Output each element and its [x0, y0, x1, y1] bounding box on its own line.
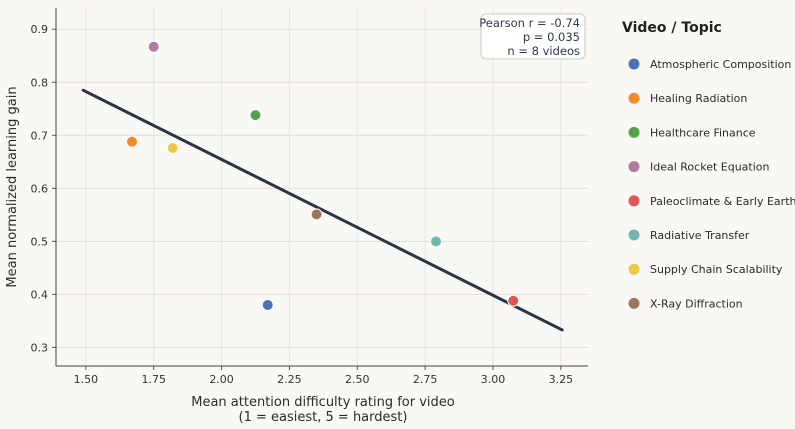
stats-line: p = 0.035	[523, 30, 580, 44]
legend-entry: Healing Radiation	[650, 92, 747, 105]
data-point	[507, 294, 520, 307]
y-tick-label: 0.8	[31, 76, 49, 89]
legend: Video / Topic Atmospheric Composition Heal…	[622, 20, 795, 310]
x-axis-sublabel: (1 = easiest, 5 = hardest)	[239, 410, 408, 425]
legend-marker	[628, 297, 640, 309]
legend-marker	[628, 58, 640, 70]
x-tick-label: 3.00	[481, 373, 506, 386]
legend-entry: Paleoclimate & Early Earth	[650, 195, 795, 208]
y-tick-label: 0.9	[31, 23, 49, 36]
stats-box	[480, 13, 586, 60]
legend-marker	[628, 263, 640, 275]
x-tick-label: 2.25	[277, 373, 302, 386]
data-point	[310, 208, 323, 221]
legend-marker	[628, 126, 640, 138]
axis-labels: Mean attention difficulty rating for vid…	[5, 86, 455, 425]
legend-marker	[628, 229, 640, 241]
data-point	[126, 135, 138, 148]
legend-marker	[628, 161, 640, 173]
y-tick-label: 0.4	[31, 288, 49, 301]
y-axis-label: Mean normalized learning gain	[5, 86, 20, 287]
y-tick-label: 0.5	[31, 235, 49, 248]
data-points	[126, 40, 520, 312]
data-point	[249, 109, 262, 122]
legend-marker	[628, 92, 640, 104]
legend-entry: Ideal Rocket Equation	[650, 161, 770, 174]
data-point	[430, 235, 442, 248]
legend-entry: Healthcare Finance	[650, 126, 756, 139]
legend-marker	[628, 195, 640, 207]
legend-entry: Radiative Transfer	[650, 229, 750, 242]
x-axis-label: Mean attention difficulty rating for vid…	[191, 395, 455, 410]
legend-title: Video / Topic	[622, 20, 722, 36]
x-tick-label: 2.75	[413, 373, 438, 386]
x-tick-label: 1.50	[74, 373, 99, 386]
x-tick-label: 2.00	[209, 373, 234, 386]
x-tick-label: 1.75	[141, 373, 166, 386]
stats-line: Pearson r = -0.74	[479, 16, 580, 30]
x-tick-label: 2.50	[345, 373, 370, 386]
stats-line: n = 8 videos	[507, 44, 580, 58]
fit-line	[81, 88, 564, 332]
fit-line-group	[81, 88, 564, 332]
x-tick-label: 3.25	[549, 373, 574, 386]
axes	[52, 8, 588, 370]
data-point	[147, 40, 160, 53]
tick-labels: 1.50 1.75 2.00 2.25 2.50 2.75 3.00 3.25 0.3 0.4 0.…	[31, 23, 574, 386]
grid	[56, 8, 588, 366]
legend-entry: Atmospheric Composition	[650, 58, 791, 71]
y-tick-label: 0.7	[31, 129, 49, 142]
data-point	[166, 142, 179, 155]
legend-entry: Supply Chain Scalability	[650, 263, 783, 276]
y-tick-label: 0.3	[31, 341, 49, 354]
legend-entry: X-Ray Diffraction	[650, 297, 743, 310]
y-tick-label: 0.6	[31, 182, 49, 195]
data-point	[261, 299, 274, 312]
